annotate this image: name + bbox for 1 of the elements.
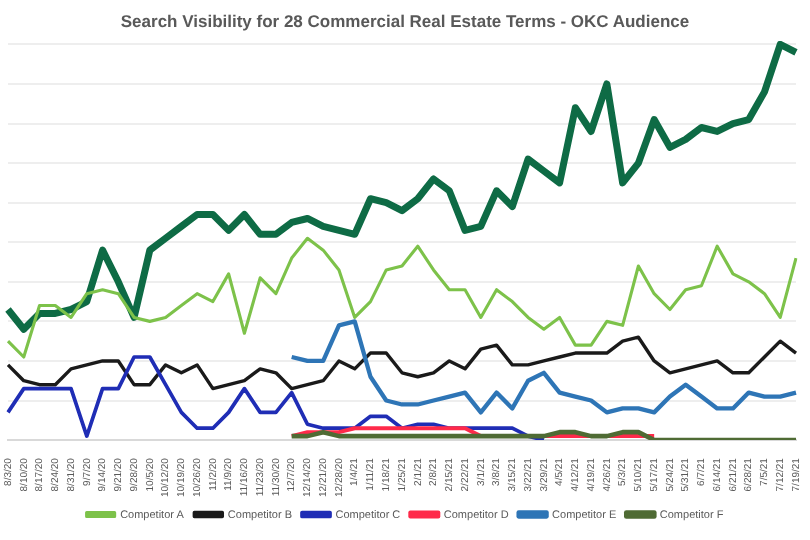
chart-title: Search Visibility for 28 Commercial Real Estate Terms - OKC Audience: [120, 10, 690, 31]
